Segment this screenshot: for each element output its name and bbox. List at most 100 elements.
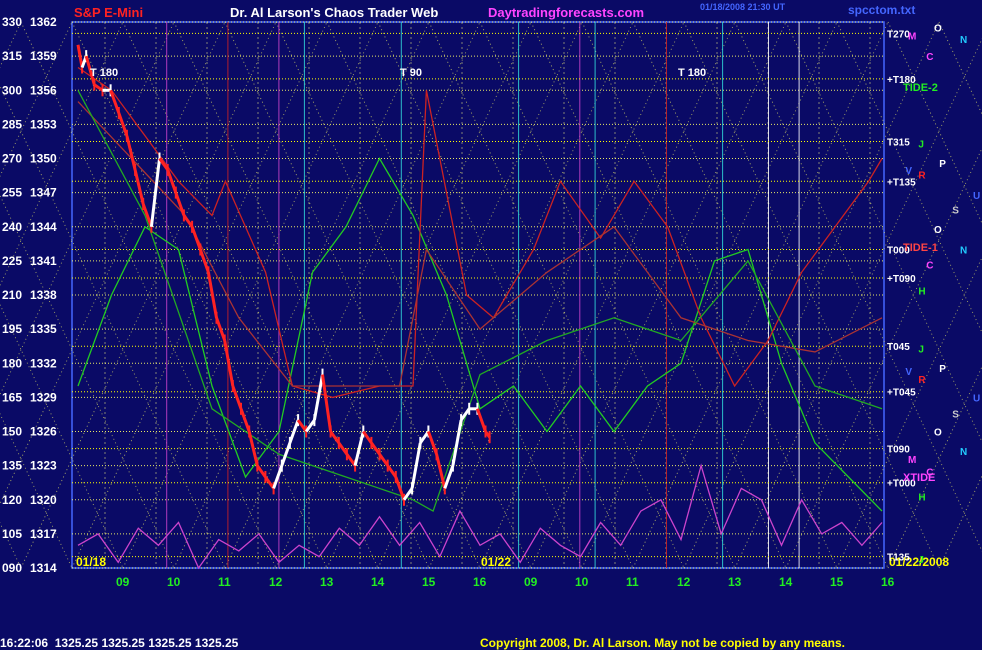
grid-diagonal-up [224,21,481,569]
flux-line [77,101,883,387]
planet-symbol: S [952,409,959,420]
price-segment [264,476,275,490]
flux-line [77,66,883,399]
price-segment [158,157,169,171]
grid-diagonal-down [71,21,328,569]
hour-label: 09 [524,575,538,589]
hour-label: 10 [167,575,181,589]
left-axis-label: 165 [2,390,22,404]
grid-diagonal-down [428,21,685,569]
hour-label: 15 [830,575,844,589]
planet-symbol: O [934,225,942,236]
grid-diagonal-down [122,21,379,569]
grid-diagonal-up [479,21,736,569]
planet-symbol: S [952,206,959,217]
tide-label: TIDE-2 [903,82,938,94]
price-segment [117,112,129,137]
grid-diagonal-up [683,21,940,569]
planet-symbol: P [939,364,946,375]
flux-line [77,157,883,512]
hour-label: 14 [779,575,793,589]
grid-diagonal-down [734,21,982,552]
price-axis-label: 1338 [30,288,57,302]
price-segment [198,248,210,273]
left-axis-label: 180 [2,356,22,370]
price-axis-label: 1326 [30,425,57,439]
price-segment [149,158,161,227]
flux-line [77,463,883,570]
planet-symbol: R [918,170,926,181]
planet-symbol: J [918,555,924,566]
left-axis-label: 210 [2,288,22,302]
planet-symbol: C [926,52,933,63]
price-series [76,44,491,506]
grid-diagonal-down [173,21,430,569]
price-segment [206,272,218,319]
left-axis-label: 195 [2,322,22,336]
price-segment [231,385,243,410]
price-axis-label: 1344 [30,220,57,234]
grid-diagonal-down [377,21,634,569]
hour-label: 12 [269,575,283,589]
grid-diagonal-down [326,21,583,569]
left-axis-label: 300 [2,83,22,97]
left-axis-label: 135 [2,459,22,473]
grid-diagonal-down [887,21,982,225]
grid-diagonal-down [275,21,532,569]
planet-symbol: O [934,24,942,35]
planet-symbol: N [960,246,967,257]
grid-diagonal-up [377,21,634,569]
flux-grid [0,21,982,569]
planet-symbol: J [918,140,924,151]
price-segment [337,442,349,456]
price-segment [133,169,145,205]
left-axis-label: 270 [2,152,22,166]
status-quote-1: 1325.25 [54,636,99,650]
grid-diagonal-up [632,21,889,569]
price-segment [256,464,267,478]
price-axis-label: 1341 [30,254,57,268]
date-label: 01/22 [481,555,511,569]
section-label: T 180 [90,67,118,79]
left-axis-label: 315 [2,49,22,63]
planet-symbol: N [960,35,967,46]
planet-symbol: P [939,159,946,170]
timestamp-label: 01/18/2008 21:30 UT [700,2,786,12]
planet-symbol: N [960,447,967,458]
planet-symbol: O [934,428,942,439]
right-level-label: +T180 [887,75,916,86]
planet-symbol: U [973,191,980,202]
price-axis-label: 1359 [30,49,57,63]
planet-symbol: U [973,393,980,404]
price-segment [312,374,324,421]
file-label: spcctom.txt [848,3,915,17]
planet-symbol: J [918,344,924,355]
price-segment [109,89,121,114]
price-segment [304,419,316,433]
grid-diagonal-up [275,21,532,569]
price-axis-label: 1314 [30,561,57,575]
hour-label: 10 [575,575,589,589]
right-level-label: T090 [887,445,910,456]
price-segment [378,453,389,467]
price-segment [410,442,422,489]
tide-label: XTIDE [903,472,935,484]
price-axis-label: 1329 [30,390,57,404]
grid-diagonal-up [0,21,226,505]
hour-label: 15 [422,575,436,589]
price-axis-label: 1350 [30,152,57,166]
hour-label: 16 [473,575,487,589]
grid-diagonal-up [887,365,982,569]
left-axis-label: 255 [2,186,22,200]
grid-diagonal-up [326,21,583,569]
planet-symbol: V [905,367,912,378]
grid-diagonal-up [122,21,379,569]
price-segment [215,317,227,342]
hour-label: 11 [218,575,231,589]
price-segment [329,430,341,444]
price-segment [370,442,381,456]
price-axis-label: 1335 [30,322,57,336]
price-axis-label: 1320 [30,493,57,507]
left-axis-label: 150 [2,425,22,439]
